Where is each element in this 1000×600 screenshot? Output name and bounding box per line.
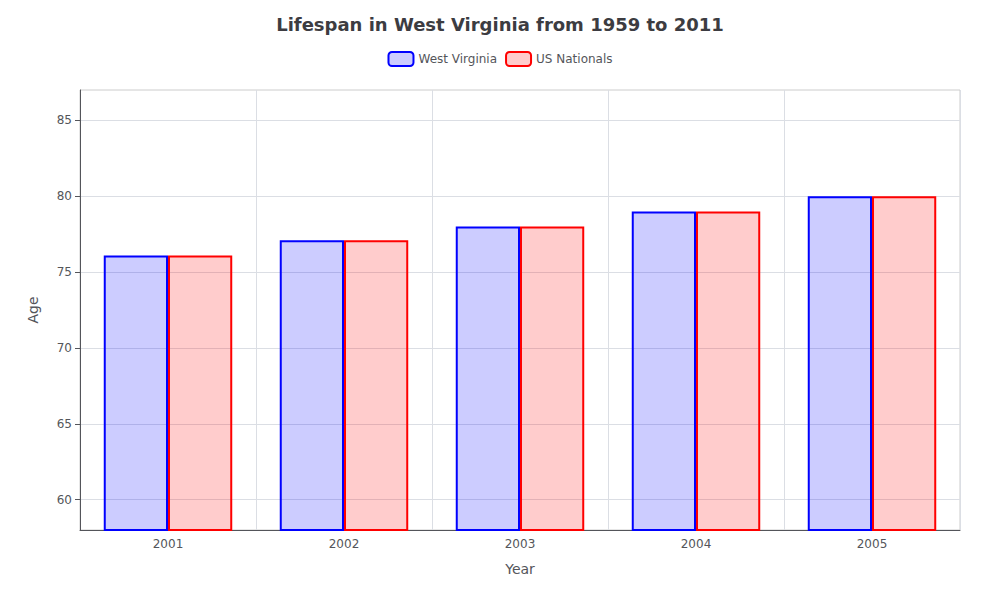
svg-text:2002: 2002 (329, 537, 360, 551)
svg-text:70: 70 (57, 341, 72, 355)
svg-text:2004: 2004 (681, 537, 712, 551)
svg-text:65: 65 (57, 417, 72, 431)
svg-text:60: 60 (57, 493, 72, 507)
svg-text:80: 80 (57, 189, 72, 203)
svg-text:85: 85 (57, 113, 72, 127)
svg-text:2005: 2005 (857, 537, 888, 551)
svg-text:2001: 2001 (153, 537, 184, 551)
svg-text:West Virginia: West Virginia (418, 52, 497, 66)
svg-text:75: 75 (57, 265, 72, 279)
svg-text:2003: 2003 (505, 537, 536, 551)
svg-text:Lifespan in West Virginia from: Lifespan in West Virginia from 1959 to 2… (276, 14, 724, 35)
svg-text:US Nationals: US Nationals (536, 52, 612, 66)
svg-text:Year: Year (504, 561, 535, 577)
svg-text:Age: Age (25, 296, 41, 323)
